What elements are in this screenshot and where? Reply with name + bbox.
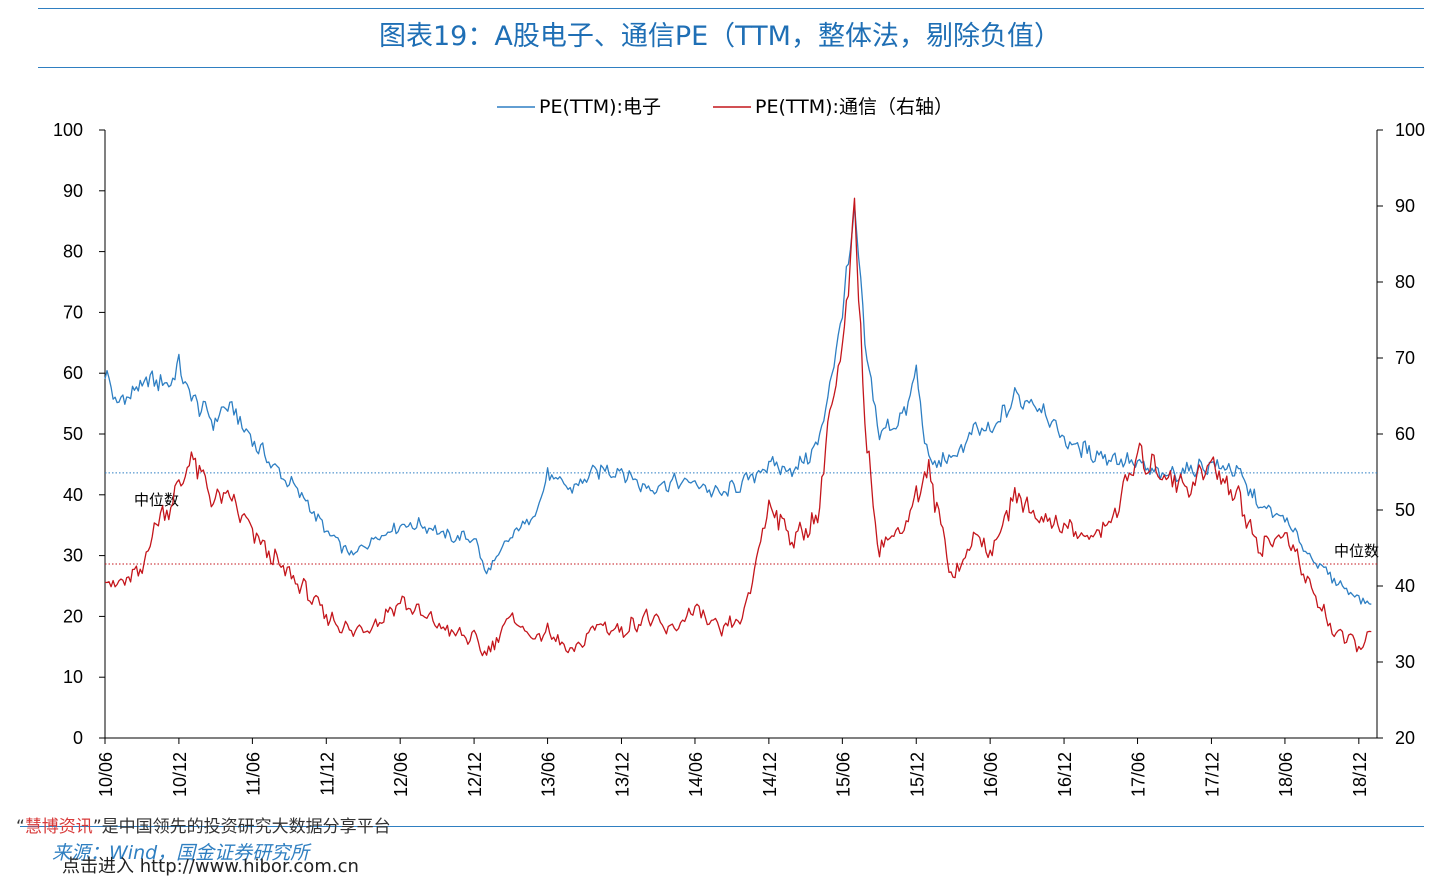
left-y-tick-label: 90: [63, 181, 83, 201]
series-line-2: [104, 197, 1372, 657]
x-tick-label: 13/06: [539, 752, 559, 797]
x-tick-label: 14/12: [760, 752, 780, 797]
title-rule-bottom: [38, 67, 1424, 68]
median-label-electronics: 中位数: [134, 491, 179, 509]
left-y-tick-label: 20: [63, 606, 83, 626]
x-tick-label: 17/12: [1202, 752, 1222, 797]
legend-label-2: PE(TTM):通信（右轴）: [755, 96, 953, 118]
left-y-tick-label: 0: [73, 728, 83, 748]
legend-label-1: PE(TTM):电子: [539, 96, 661, 118]
right-y-tick-label: 70: [1395, 348, 1415, 368]
title-rule-top: [38, 8, 1424, 9]
website-link[interactable]: 点击进入 http://www.hibor.com.cn: [62, 856, 359, 877]
x-tick-label: 16/12: [1055, 752, 1075, 797]
left-y-tick-label: 10: [63, 667, 83, 687]
right-y-tick-label: 90: [1395, 196, 1415, 216]
x-tick-label: 13/12: [612, 752, 632, 797]
footer-rule: [20, 826, 1424, 827]
right-y-tick-label: 40: [1395, 576, 1415, 596]
x-tick-label: 10/06: [96, 752, 116, 797]
x-tick-label: 16/06: [981, 752, 1001, 797]
x-tick-label: 15/06: [833, 752, 853, 797]
brand-slogan: ”是中国领先的投资研究大数据分享平台: [92, 817, 391, 837]
x-tick-label: 18/12: [1350, 752, 1370, 797]
right-y-tick-label: 30: [1395, 652, 1415, 672]
right-y-tick-label: 20: [1395, 728, 1415, 748]
x-tick-label: 10/12: [170, 752, 190, 797]
quote-open: “: [16, 817, 25, 837]
brand-name: 慧博资讯: [24, 817, 93, 837]
left-y-tick-label: 60: [63, 363, 83, 383]
right-y-tick-label: 50: [1395, 500, 1415, 520]
footer-brand-line: “慧博资讯”是中国领先的投资研究大数据分享平台: [16, 812, 391, 837]
left-y-tick-label: 80: [63, 242, 83, 262]
left-y-tick-label: 30: [63, 546, 83, 566]
x-tick-label: 12/06: [391, 752, 411, 797]
left-y-tick-label: 40: [63, 485, 83, 505]
x-tick-label: 14/06: [686, 752, 706, 797]
median-label-telecom: 中位数: [1334, 542, 1379, 560]
left-y-tick-label: 50: [63, 424, 83, 444]
x-tick-label: 12/12: [465, 752, 485, 797]
right-y-tick-label: 60: [1395, 424, 1415, 444]
source-note: 来源：Wind，国金证券研究所: [52, 842, 310, 864]
series-line-1: [104, 204, 1372, 605]
x-tick-label: 18/06: [1276, 752, 1296, 797]
right-y-tick-label: 80: [1395, 272, 1415, 292]
chart-title: 图表19：A股电子、通信PE（TTM，整体法，剔除负值）: [379, 21, 1061, 52]
right-y-tick-label: 100: [1395, 120, 1425, 140]
x-tick-label: 15/12: [907, 752, 927, 797]
left-y-tick-label: 100: [53, 120, 83, 140]
left-y-tick-label: 70: [63, 302, 83, 322]
x-tick-label: 11/06: [243, 752, 263, 796]
x-tick-label: 11/12: [317, 752, 337, 796]
x-tick-label: 17/06: [1129, 752, 1149, 797]
